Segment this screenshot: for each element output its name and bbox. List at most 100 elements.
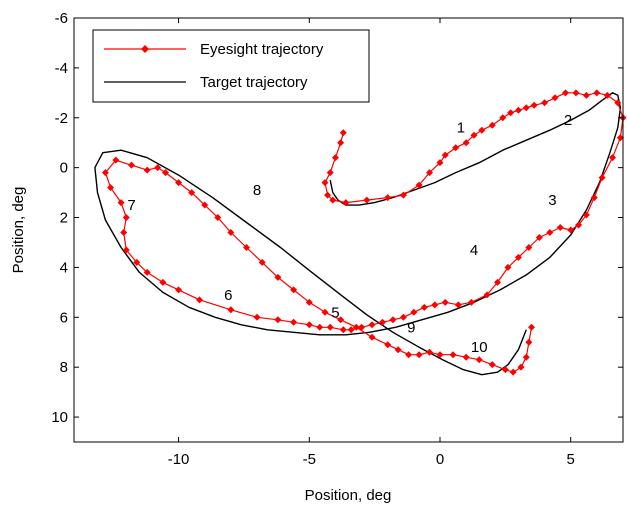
eyesight-point: [368, 321, 376, 329]
eyesight-point: [525, 243, 533, 251]
eyesight-trajectory: [101, 89, 627, 376]
y-tick-label: 2: [60, 210, 68, 227]
axes: -10 -5 0 5 -6 -4 -2 0 2 4 6 8 10: [51, 10, 624, 468]
eyesight-point: [305, 298, 313, 306]
eyesight-point: [399, 191, 407, 199]
eyesight-point: [195, 296, 203, 304]
eyesight-point: [590, 194, 598, 202]
eyesight-point: [525, 338, 533, 346]
eyesight-point: [133, 258, 141, 266]
trajectory-annotation: 10: [471, 339, 488, 356]
eyesight-point: [326, 169, 334, 177]
legend-eyesight-label: Eyesight trajectory: [200, 41, 324, 58]
eyesight-point: [368, 333, 376, 341]
eyesight-point: [112, 156, 120, 164]
eyesight-point: [175, 179, 183, 187]
eyesight-point: [339, 326, 347, 334]
eyesight-point: [488, 361, 496, 369]
trajectory-annotation: 4: [470, 242, 478, 259]
eyesight-point: [501, 366, 509, 374]
y-axis-label: Position, deg: [10, 187, 27, 274]
eyesight-point: [454, 301, 462, 309]
eyesight-point: [143, 166, 151, 174]
x-tick-label: -5: [303, 451, 316, 468]
eyesight-point: [175, 286, 183, 294]
y-tick-label: -6: [55, 10, 68, 27]
eyesight-point: [120, 228, 128, 236]
y-tick-label: 4: [60, 259, 68, 276]
eyesight-point: [530, 101, 538, 109]
eyesight-point: [107, 184, 115, 192]
y-tick-label: -4: [55, 60, 68, 77]
trajectory-annotation: 3: [548, 192, 556, 209]
eyesight-point: [528, 323, 535, 331]
eyesight-point: [452, 144, 460, 152]
eyesight-point: [616, 134, 624, 142]
eyesight-point: [326, 323, 334, 331]
legend: Eyesight trajectory Target trajectory: [92, 29, 370, 103]
eyesight-point: [316, 323, 324, 331]
eyesight-point: [462, 139, 470, 147]
eyesight-point: [603, 91, 611, 99]
eyesight-point: [117, 199, 125, 207]
eyesight-point: [488, 121, 496, 129]
eyesight-point: [405, 351, 413, 359]
eyesight-point: [426, 169, 434, 177]
plot-frame: [73, 17, 624, 443]
eyesight-point: [436, 159, 444, 167]
legend-eyesight-marker: [141, 45, 149, 53]
eyesight-point: [467, 298, 475, 306]
x-axis-label: Position, deg: [305, 487, 392, 504]
eyesight-point: [449, 351, 457, 359]
eyesight-point: [567, 226, 575, 234]
x-tick-label: 5: [567, 451, 575, 468]
x-tick-label: -10: [168, 451, 190, 468]
eyesight-point: [582, 91, 590, 99]
target-trajectory-line: [94, 92, 622, 376]
y-tick-label: -2: [55, 110, 68, 127]
eyesight-point: [593, 89, 601, 97]
eyesight-point: [509, 368, 517, 376]
eyesight-point: [475, 356, 483, 364]
trajectory-annotation: 7: [127, 197, 135, 214]
eyesight-point: [494, 278, 502, 286]
legend-box: [92, 29, 370, 103]
x-tick-label: 0: [436, 451, 444, 468]
eyesight-point: [514, 106, 522, 114]
eyesight-point: [436, 351, 444, 359]
target-trajectory: [94, 92, 622, 376]
eyesight-point: [399, 313, 407, 321]
eyesight-point: [363, 196, 371, 204]
eyesight-point: [517, 363, 525, 371]
eyesight-point: [227, 306, 235, 314]
eyesight-point: [290, 318, 298, 326]
eyesight-point: [483, 291, 491, 299]
eyesight-point: [274, 316, 282, 324]
eyesight-point: [415, 351, 423, 359]
eyesight-point: [329, 196, 337, 204]
y-tick-label: 10: [51, 409, 68, 426]
eyesight-point: [415, 181, 423, 189]
eyesight-point: [410, 308, 418, 316]
eyesight-point: [420, 303, 428, 311]
trajectory-annotation: 2: [564, 112, 572, 129]
eyesight-point: [384, 341, 392, 349]
eyesight-point: [535, 233, 543, 241]
eyesight-point: [214, 214, 222, 222]
eyesight-point: [384, 194, 392, 202]
eyesight-point: [321, 179, 329, 187]
eyesight-point: [324, 191, 332, 199]
eyesight-point: [342, 199, 350, 207]
eyesight-point: [339, 129, 347, 137]
eyesight-point: [470, 131, 478, 139]
eyesight-point: [441, 151, 449, 159]
trajectory-annotations: 1 2 3 4 5 6 7 8 9 10: [127, 112, 572, 356]
eyesight-point: [352, 323, 360, 331]
y-tick-label: 8: [60, 359, 68, 376]
eyesight-point: [522, 104, 530, 112]
eyesight-point: [575, 221, 583, 229]
eyesight-point: [331, 154, 339, 162]
eyesight-point: [541, 99, 549, 107]
eyesight-point: [274, 273, 282, 281]
eyesight-point: [122, 246, 130, 254]
